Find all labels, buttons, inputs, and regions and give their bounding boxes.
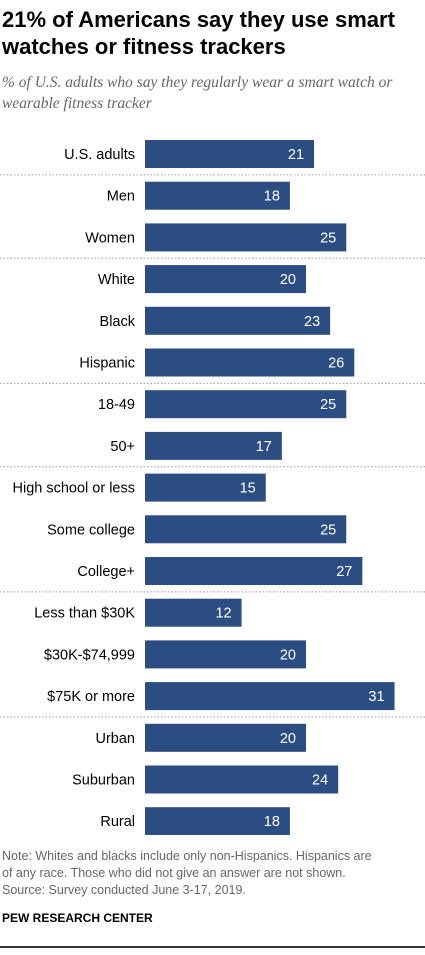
value-label: 24 — [312, 773, 328, 789]
bar — [145, 181, 290, 210]
bar — [145, 390, 347, 419]
bar — [145, 431, 282, 460]
category-label: 18-49 — [98, 397, 135, 413]
bar — [145, 598, 242, 627]
chart-note: Note: Whites and blacks include only non… — [2, 848, 422, 899]
bar — [145, 265, 306, 294]
value-label: 21 — [288, 147, 304, 163]
bar — [145, 640, 306, 669]
category-label: Rural — [100, 814, 135, 830]
bar — [145, 765, 339, 794]
bar — [145, 306, 331, 335]
bar — [145, 473, 266, 502]
category-label: Women — [85, 230, 135, 246]
category-label: $75K or more — [47, 689, 135, 705]
bar — [145, 682, 395, 711]
note-line-2: of any race. Those who did not give an a… — [2, 866, 346, 880]
value-label: 15 — [240, 481, 256, 497]
chart-subtitle: % of U.S. adults who say they regularly … — [2, 74, 393, 112]
category-label: Hispanic — [79, 356, 135, 372]
value-label: 31 — [368, 689, 384, 705]
value-label: 20 — [280, 647, 296, 663]
value-label: 23 — [304, 314, 320, 330]
bar — [145, 807, 290, 835]
bar — [145, 223, 347, 252]
bottom-rule — [0, 946, 425, 948]
category-label: Less than $30K — [34, 606, 135, 622]
value-label: 20 — [280, 731, 296, 747]
bar — [145, 557, 363, 585]
value-label: 25 — [320, 397, 336, 413]
value-label: 18 — [264, 189, 280, 205]
category-label: $30K-$74,999 — [44, 647, 135, 663]
bar — [145, 348, 355, 377]
value-label: 26 — [328, 356, 344, 372]
category-label: Men — [107, 189, 135, 205]
note-line-1: Note: Whites and blacks include only non… — [2, 849, 372, 863]
category-label: 50+ — [110, 439, 135, 455]
bar — [145, 723, 306, 752]
value-label: 25 — [320, 522, 336, 538]
value-label: 17 — [256, 439, 272, 455]
category-label: Black — [100, 314, 136, 330]
category-label: U.S. adults — [64, 147, 135, 163]
category-label: Urban — [96, 731, 136, 747]
category-label: Suburban — [72, 773, 135, 789]
value-label: 25 — [320, 230, 336, 246]
value-label: 18 — [264, 814, 280, 830]
value-label: 20 — [280, 272, 296, 288]
category-label: College+ — [77, 564, 135, 580]
category-label: White — [98, 272, 135, 288]
value-label: 12 — [215, 606, 231, 622]
note-line-3: Source: Survey conducted June 3-17, 2019… — [2, 883, 246, 897]
bar — [145, 140, 315, 168]
bar — [145, 515, 347, 544]
category-label: High school or less — [13, 481, 136, 497]
value-label: 27 — [336, 564, 352, 580]
chart-title: 21% of Americans say they use smart watc… — [2, 7, 395, 59]
category-label: Some college — [47, 522, 135, 538]
bar-chart: U.S. adults 21 Men 18 Women 25 White 20 Black 23 H… — [0, 140, 425, 835]
source-org: PEW RESEARCH CENTER — [2, 911, 153, 925]
